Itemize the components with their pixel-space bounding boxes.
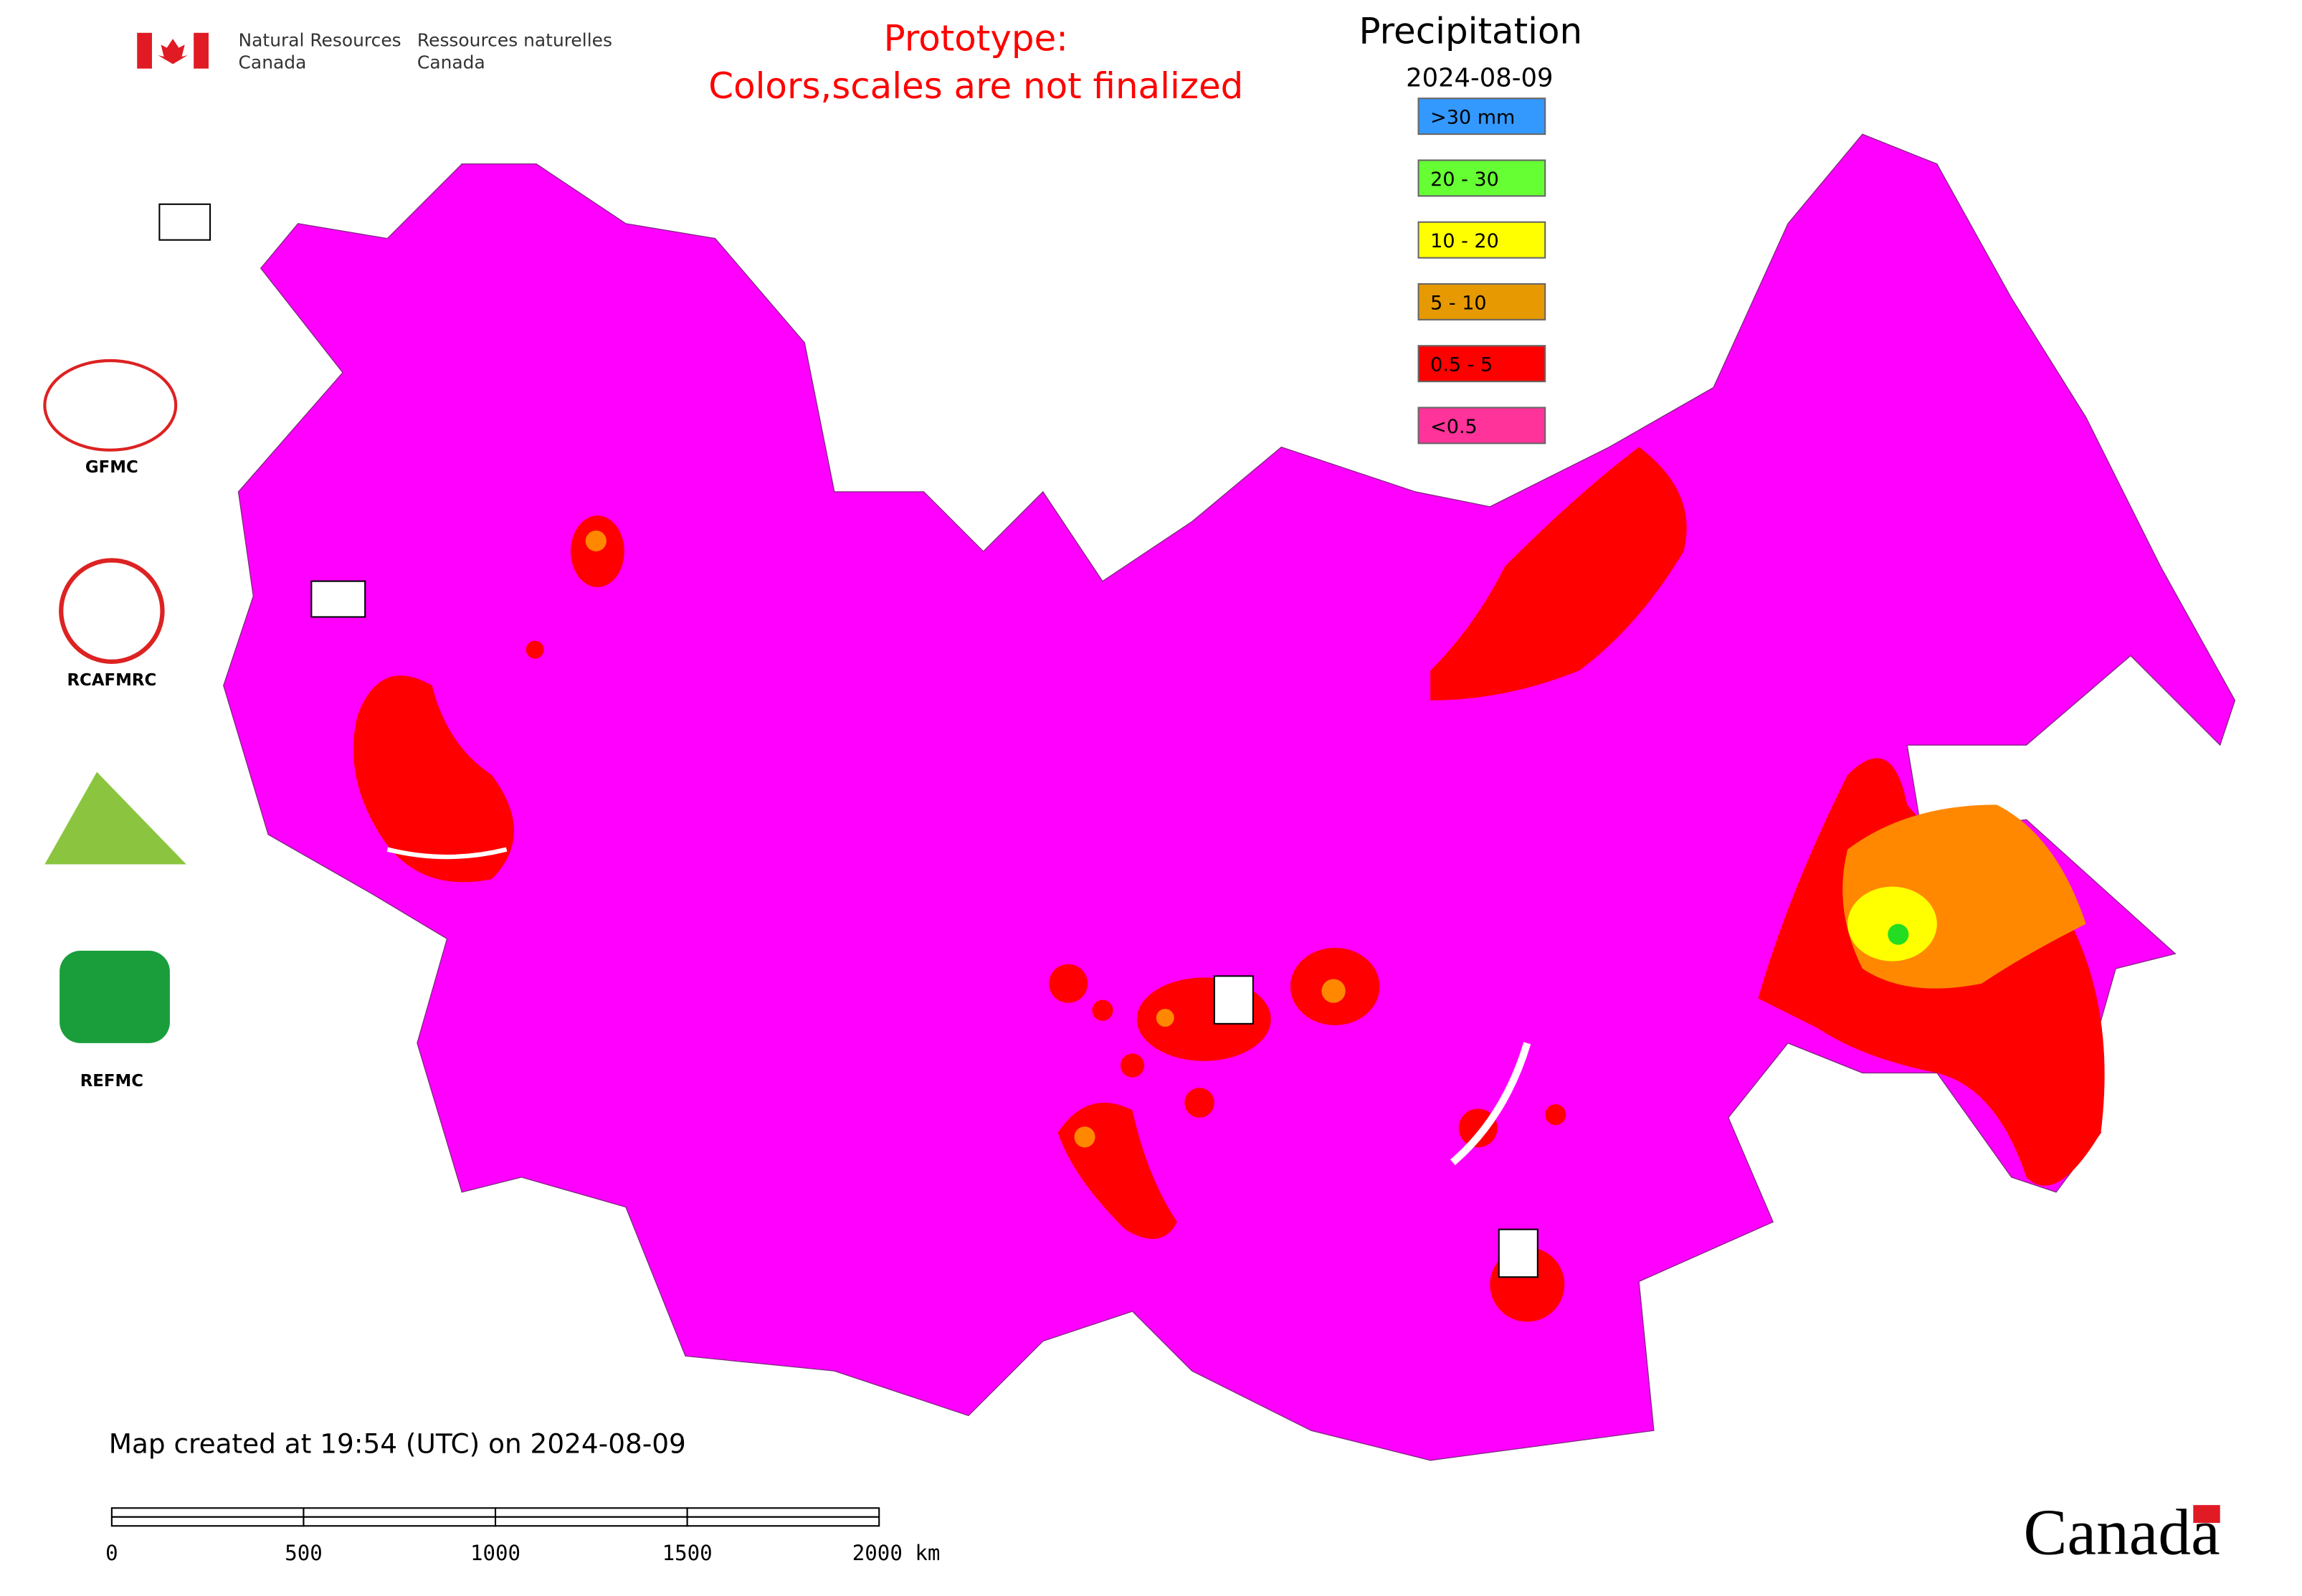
scale-segment [495,1507,688,1518]
precip-zone [1092,999,1113,1021]
scale-segment [686,1516,880,1527]
scale-label: 2000 km [852,1541,941,1565]
precip-zone [1074,1126,1095,1148]
precip-zone [1120,1053,1145,1078]
precip-zone [1184,1088,1214,1118]
logo-label: REFMC [80,1072,143,1091]
scale-label: 1500 [662,1541,713,1565]
logo-gfmc [43,358,178,452]
precip-zone [1847,886,1937,961]
scale-label: 500 [285,1541,323,1565]
legend-label: 10 - 20 [1430,230,1499,252]
logo-reefmc [44,771,186,865]
logo-small [1213,975,1254,1025]
legend-swatch [1417,98,1546,136]
precip-zone [1430,447,1687,700]
precip-zone [570,516,624,587]
precip-zone [1321,979,1346,1003]
legend-title: Precipitation [1359,10,1582,52]
legend-swatch [1417,282,1546,320]
precip-zone [525,640,544,659]
scale-label: 0 [105,1541,118,1565]
river [386,847,508,860]
department-en: Natural Resources [239,29,401,50]
logo-small [158,203,211,241]
scale-segment [110,1516,305,1527]
precip-zone [353,675,515,883]
scale-segment [495,1516,688,1527]
logo-label: RCAFMRC [67,671,156,690]
legend-swatch [1417,159,1546,197]
legend-swatch [1417,407,1546,445]
logo-label: GFMC [85,458,138,477]
scale-segment [686,1507,880,1518]
precip-zone [1888,923,1909,945]
precip-zone [585,530,607,552]
legend-label: 20 - 30 [1430,168,1499,191]
logos [43,203,1538,1278]
legend-label: <0.5 [1430,416,1478,438]
logo-small [310,580,366,618]
logo-rcafmrc [59,558,165,664]
scale-segment [303,1516,497,1527]
created-note: Map created at 19:54 (UTC) on 2024-08-09 [109,1428,686,1459]
gc-flag [137,32,209,69]
land-region [223,133,2236,1461]
scale-bar: 0 500 1000 1500 2000 km [105,1507,941,1565]
legend-swatch [1417,221,1546,259]
country-fr: Canada [417,52,485,73]
scale-label: 1000 [470,1541,520,1565]
lake [1450,1042,1531,1166]
map [223,133,2236,1461]
precip-zone [1049,964,1088,1003]
legend: >30 mm 20 - 30 10 - 20 5 - 10 0.5 - 5 <0.5 [1417,98,1546,445]
department-fr: Ressources naturelles [417,29,612,50]
legend-label: 5 - 10 [1430,292,1486,314]
notice-line1: Prototype: [884,18,1068,60]
scale-segment [303,1507,497,1518]
legend-label: >30 mm [1430,107,1515,129]
logo-small [1498,1228,1538,1278]
legend-label: 0.5 - 5 [1430,354,1493,376]
scale-segment [110,1507,305,1518]
legend-date: 2024-08-09 [1406,64,1553,93]
logo-refmc [60,951,170,1043]
wordmark-flag [2193,1505,2220,1524]
notice-line2: Colors,scales are not finalized [708,65,1243,107]
country-en: Canada [239,52,307,73]
precip-zone [1545,1104,1566,1126]
legend-swatch [1417,345,1546,383]
precip-zone [1156,1009,1174,1027]
canada-wordmark: Canada [2024,1496,2220,1569]
